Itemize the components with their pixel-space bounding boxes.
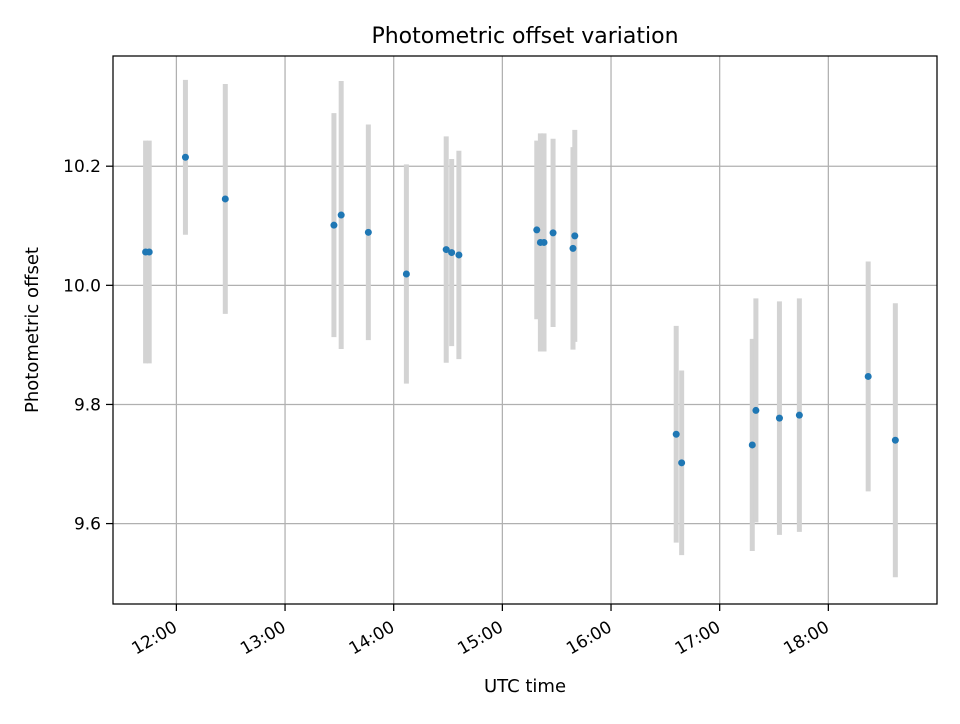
data-point (364, 228, 372, 236)
data-point (448, 249, 456, 257)
data-point (181, 153, 189, 161)
x-axis-label: UTC time (484, 676, 566, 697)
y-axis-ticks: 9.6 9.8 10.0 10.2 (63, 157, 113, 535)
data-point (795, 411, 803, 419)
data-point (221, 195, 229, 203)
y-tick-label: 9.6 (74, 515, 101, 535)
data-point (402, 270, 410, 278)
y-axis-label: Photometric offset (22, 247, 43, 413)
plot-area-frame (112, 55, 938, 605)
data-point (775, 414, 783, 422)
data-point (571, 232, 579, 240)
y-tick-label: 10.0 (63, 276, 101, 296)
y-tick-label: 9.8 (74, 395, 101, 415)
data-point (145, 248, 153, 256)
data-point (549, 229, 557, 237)
data-point (455, 251, 463, 259)
data-point (337, 211, 345, 219)
data-point (748, 441, 756, 449)
data-point (569, 244, 577, 252)
y-tick-label: 10.2 (63, 157, 101, 177)
grid-lines (113, 56, 937, 604)
data-point (891, 436, 899, 444)
data-point (864, 372, 872, 380)
data-point (540, 238, 548, 246)
data-point (678, 459, 686, 467)
chart-title: Photometric offset variation (371, 24, 678, 49)
data-point (672, 430, 680, 438)
data-point (752, 406, 760, 414)
data-points (142, 153, 899, 467)
data-point (330, 221, 338, 229)
data-point (442, 246, 450, 254)
data-point (533, 226, 541, 234)
